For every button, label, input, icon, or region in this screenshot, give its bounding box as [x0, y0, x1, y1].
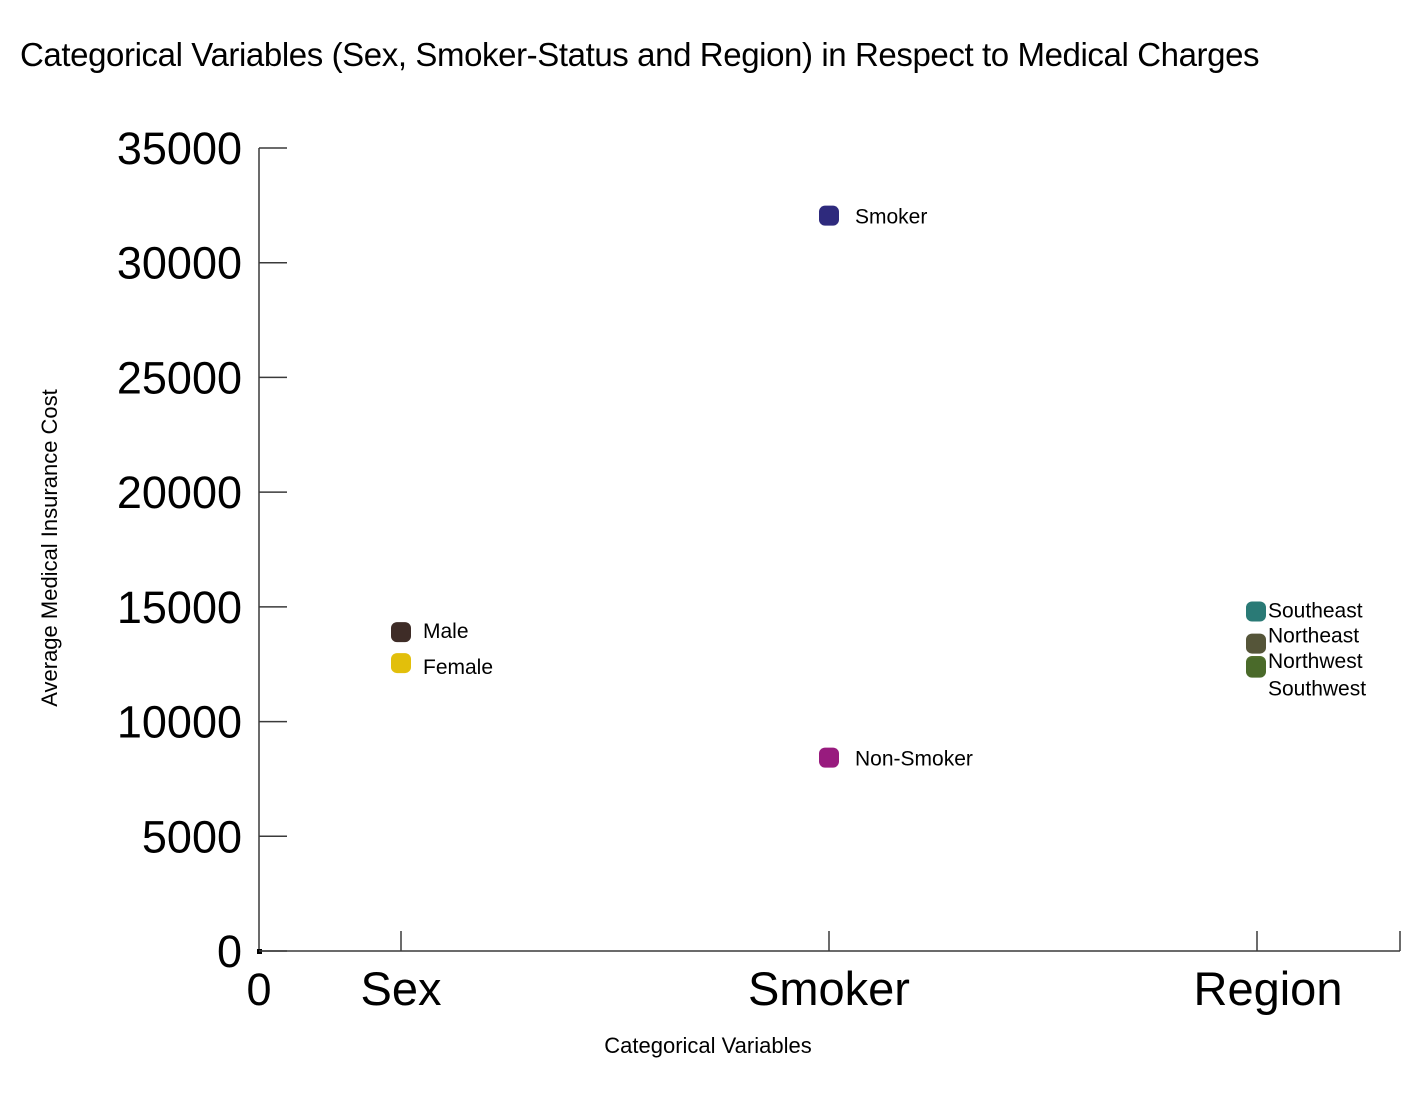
y-axis-title: Average Medical Insurance Cost — [37, 389, 62, 707]
y-tick-label: 35000 — [117, 123, 242, 174]
x-ticks: 0 Sex Smoker Region — [246, 931, 1342, 1015]
y-tick-label: 15000 — [117, 582, 242, 633]
point-label-smoker: Smoker — [855, 206, 927, 229]
x-tick-label-sex: Sex — [361, 962, 442, 1015]
x-tick-label-region: Region — [1194, 962, 1343, 1015]
y-tick-label: 20000 — [117, 467, 242, 518]
point-label-northeast: Northeast — [1268, 625, 1359, 648]
chart-title: Categorical Variables (Sex, Smoker-Statu… — [20, 36, 1260, 73]
point-northeast — [1246, 633, 1266, 654]
point-female — [391, 653, 411, 674]
y-ticks: 0 5000 10000 15000 20000 25000 30000 35000 — [117, 123, 287, 977]
point-southeast — [1246, 601, 1266, 622]
point-label-southwest: Southwest — [1268, 678, 1366, 701]
point-label-male: Male — [423, 620, 469, 643]
point-label-southeast: Southeast — [1268, 599, 1363, 622]
y-tick-label: 25000 — [117, 352, 242, 403]
point-male — [391, 622, 411, 643]
point-southwest — [1246, 657, 1266, 678]
point-non-smoker — [819, 747, 839, 768]
data-points: Male Female Smoker Non-Smoker Southeast North… — [391, 205, 1366, 771]
point-label-female: Female — [423, 656, 493, 679]
y-tick-label: 5000 — [142, 811, 242, 862]
point-label-non-smoker: Non-Smoker — [855, 748, 973, 771]
y-tick-label: 0 — [217, 926, 242, 977]
point-label-northwest: Northwest — [1268, 650, 1363, 673]
axes — [257, 148, 1401, 954]
point-smoker — [819, 205, 839, 226]
x-tick-label-smoker: Smoker — [748, 962, 910, 1015]
y-tick-label: 30000 — [117, 238, 242, 289]
y-tick-label: 10000 — [117, 697, 242, 748]
x-axis-title: Categorical Variables — [604, 1033, 811, 1058]
x-origin-label: 0 — [246, 964, 271, 1015]
